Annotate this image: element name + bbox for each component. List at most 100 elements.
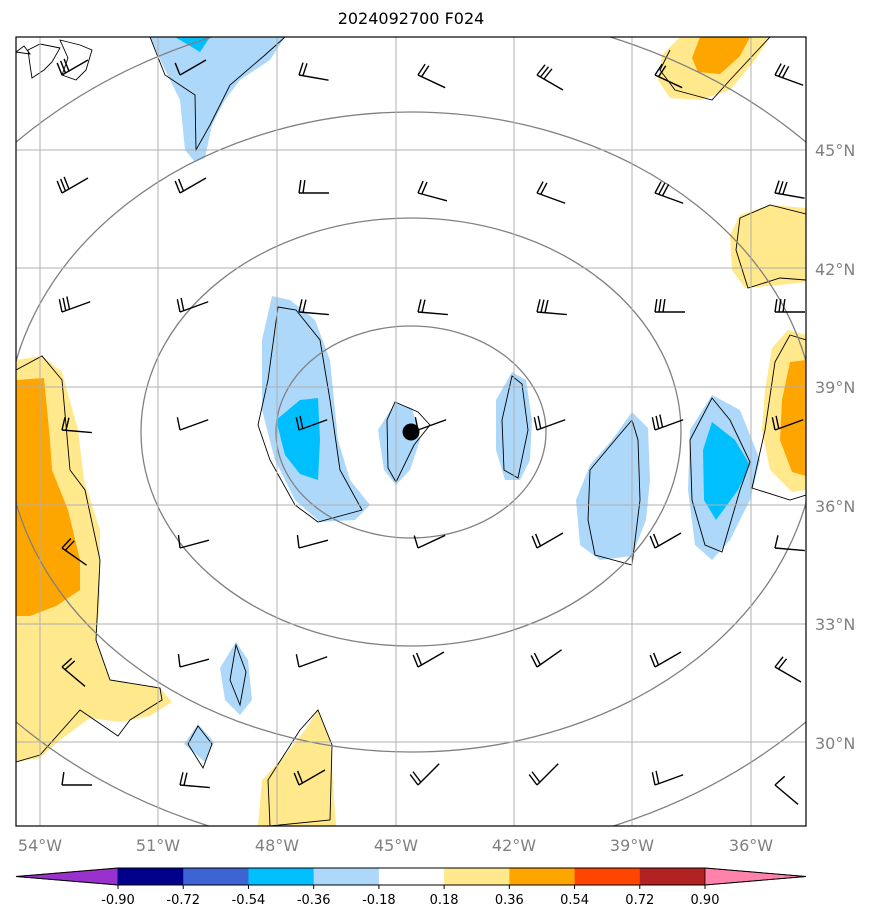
colorbar-tick-label: 0.72 xyxy=(625,893,654,908)
wind-barb xyxy=(61,417,92,434)
colorbar-tick-label: -0.36 xyxy=(297,893,331,908)
wind-barb-flag xyxy=(651,417,656,431)
wind-barb-flag xyxy=(777,658,788,670)
lat-label: 30°N xyxy=(815,734,855,753)
wind-barb-staff xyxy=(61,547,87,566)
wind-barb-flag xyxy=(298,299,303,313)
wind-barb xyxy=(174,59,207,76)
wind-barb-flag xyxy=(180,297,185,311)
positive-core-northeast xyxy=(692,37,750,74)
colorbar-tick-label: -0.54 xyxy=(232,893,266,908)
wind-barb-flag xyxy=(651,772,656,786)
colorbar-extend-min xyxy=(15,867,119,886)
wind-barb xyxy=(296,535,329,549)
contour-outline xyxy=(257,306,363,523)
contour-outline xyxy=(689,397,751,553)
wind-barb-flag xyxy=(540,299,545,313)
wind-barb xyxy=(417,180,448,202)
wind-barb-flag xyxy=(177,654,181,668)
wind-barb xyxy=(651,414,684,431)
wind-barb-flag xyxy=(421,181,428,195)
positive-core-east xyxy=(780,360,806,476)
chart-title: 2024092700 F024 xyxy=(337,9,485,28)
wind-barb xyxy=(298,180,329,194)
wind-barb-flag xyxy=(775,415,780,429)
colorbar-tick-label: 0.90 xyxy=(691,893,720,908)
wind-barb-staff xyxy=(179,59,207,76)
colorbar-segment xyxy=(639,868,706,885)
wind-barb-flag xyxy=(654,63,663,76)
lat-label: 39°N xyxy=(815,378,855,397)
wind-barb xyxy=(412,651,445,668)
wind-barb-staff xyxy=(654,419,684,431)
wind-barb-staff xyxy=(61,177,89,194)
wind-barb-staff xyxy=(774,784,799,805)
colorbar-tick-label: -0.18 xyxy=(362,893,396,908)
wind-barb-flag xyxy=(774,656,784,668)
colorbar-segment xyxy=(509,868,576,885)
wind-barb-staff xyxy=(417,311,448,316)
wind-barb-flag xyxy=(417,180,424,194)
contour-outline xyxy=(149,37,286,152)
negative-region-north xyxy=(150,37,285,162)
wind-barb-staff xyxy=(417,534,446,549)
wind-barb xyxy=(177,535,210,549)
wind-barb-flag xyxy=(302,180,306,194)
wind-barb xyxy=(654,181,684,204)
wind-barb xyxy=(649,651,682,668)
wind-barb xyxy=(417,299,448,316)
contour-outline xyxy=(229,643,247,707)
wind-barb-flag xyxy=(61,417,66,431)
contour-outline xyxy=(735,204,806,289)
lat-label: 45°N xyxy=(815,141,855,160)
wind-barb-staff xyxy=(298,656,328,668)
wind-barb-staff xyxy=(179,419,209,431)
map-frame xyxy=(15,36,807,827)
lat-label: 33°N xyxy=(815,615,855,634)
wind-barb xyxy=(295,654,328,668)
wind-barb-flag xyxy=(179,772,184,786)
wind-barb xyxy=(61,657,86,687)
colorbar-tick-label: 0.18 xyxy=(430,893,459,908)
wind-barb-flag xyxy=(774,63,782,76)
wind-barb-flag xyxy=(654,181,662,194)
wind-barb-flag xyxy=(534,533,542,547)
wind-barb-flag xyxy=(174,62,181,76)
wind-barb-staff xyxy=(536,74,564,91)
wind-barb xyxy=(56,58,89,76)
wind-barb-staff xyxy=(417,651,445,668)
wind-barb xyxy=(774,180,805,199)
wind-barb xyxy=(298,62,329,81)
wind-barb-flag xyxy=(298,62,304,76)
wind-barb-flag xyxy=(56,62,63,76)
contour-outline xyxy=(16,355,163,763)
wind-barb-flag xyxy=(778,299,782,313)
shaded-fields xyxy=(16,37,806,826)
colorbar-tick-label: 0.54 xyxy=(560,893,589,908)
wind-barb-staff xyxy=(179,539,210,549)
lon-labels: 54°W 51°W 48°W 45°W 42°W 39°W 36°W xyxy=(18,836,773,855)
wind-barb-flag xyxy=(536,181,544,194)
wind-barb-flag xyxy=(59,178,67,192)
colorbar-tick-label: 0.36 xyxy=(495,893,524,908)
wind-barb-flag xyxy=(658,65,667,78)
wind-barb-staff xyxy=(774,74,804,86)
wind-barb-flag xyxy=(652,533,660,547)
wind-barb-flag xyxy=(417,299,422,313)
wind-barb-staff xyxy=(298,539,329,549)
negative-core-east-band xyxy=(703,422,750,520)
wind-barb-flag xyxy=(176,417,181,431)
wind-barb-flag xyxy=(782,299,786,313)
wind-barb-staff xyxy=(654,532,682,549)
range-ring-2 xyxy=(140,217,682,647)
colorbar-segment xyxy=(574,868,641,885)
wind-barb-flag xyxy=(63,58,70,72)
wind-barb-flag xyxy=(293,772,300,786)
contour-outline xyxy=(187,725,213,770)
wind-barb xyxy=(649,532,682,549)
wind-barb xyxy=(536,299,567,316)
wind-barb-flag xyxy=(659,414,664,428)
wind-barb-flag xyxy=(536,64,546,76)
wind-barb xyxy=(295,415,328,431)
